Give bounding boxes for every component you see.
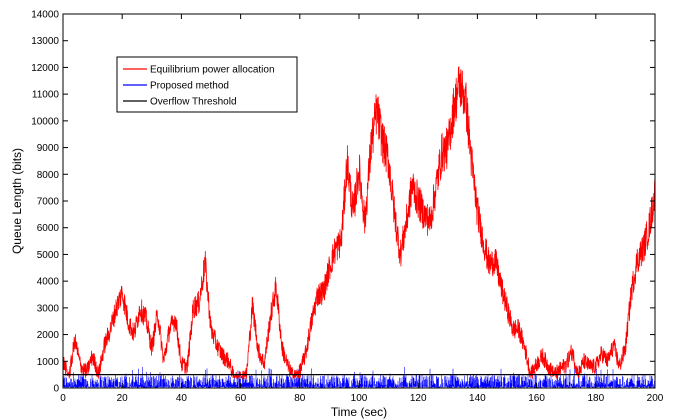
y-tick-label: 7000 (37, 197, 60, 208)
y-tick-label: 2000 (37, 330, 60, 341)
y-tick-label: 13000 (31, 36, 59, 47)
x-tick-label: 160 (528, 393, 545, 404)
x-tick-label: 20 (117, 393, 129, 404)
y-tick-label: 6000 (37, 223, 60, 234)
x-tick-label: 120 (410, 393, 427, 404)
y-tick-label: 4000 (37, 277, 60, 288)
y-tick-label: 1000 (37, 357, 60, 368)
y-tick-label: 10000 (31, 116, 59, 127)
legend: Equilibrium power allocation Proposed met… (116, 56, 298, 113)
legend-entry-label: Equilibrium power allocation (150, 65, 275, 76)
x-tick-label: 140 (469, 393, 486, 404)
y-tick-label: 11000 (32, 90, 60, 101)
y-axis: 0 1000 2000 3000 4000 5000 6000 7000 8000 9000 100… (31, 10, 655, 395)
x-tick-label: 100 (351, 393, 368, 404)
y-axis-label: Queue Length (bits) (10, 148, 24, 254)
y-tick-label: 14000 (31, 10, 59, 21)
y-tick-label: 3000 (37, 303, 60, 314)
x-tick-label: 0 (60, 393, 66, 404)
y-tick-label: 0 (53, 384, 59, 395)
x-axis: 0 20 40 60 80 100 120 140 160 180 200 (60, 14, 664, 404)
legend-entry-label: Overflow Threshold (150, 97, 237, 108)
x-axis-label: Time (sec) (331, 405, 387, 419)
y-tick-label: 12000 (31, 63, 59, 74)
legend-entry-label: Proposed method (150, 81, 229, 92)
x-tick-label: 80 (294, 393, 306, 404)
y-tick-label: 8000 (37, 170, 60, 181)
x-tick-label: 180 (587, 393, 604, 404)
x-tick-label: 40 (176, 393, 188, 404)
x-tick-label: 200 (647, 393, 664, 404)
y-tick-label: 5000 (37, 250, 60, 261)
y-tick-label: 9000 (37, 143, 60, 154)
x-tick-label: 60 (235, 393, 247, 404)
series-equilibrium-power-allocation (62, 66, 656, 380)
